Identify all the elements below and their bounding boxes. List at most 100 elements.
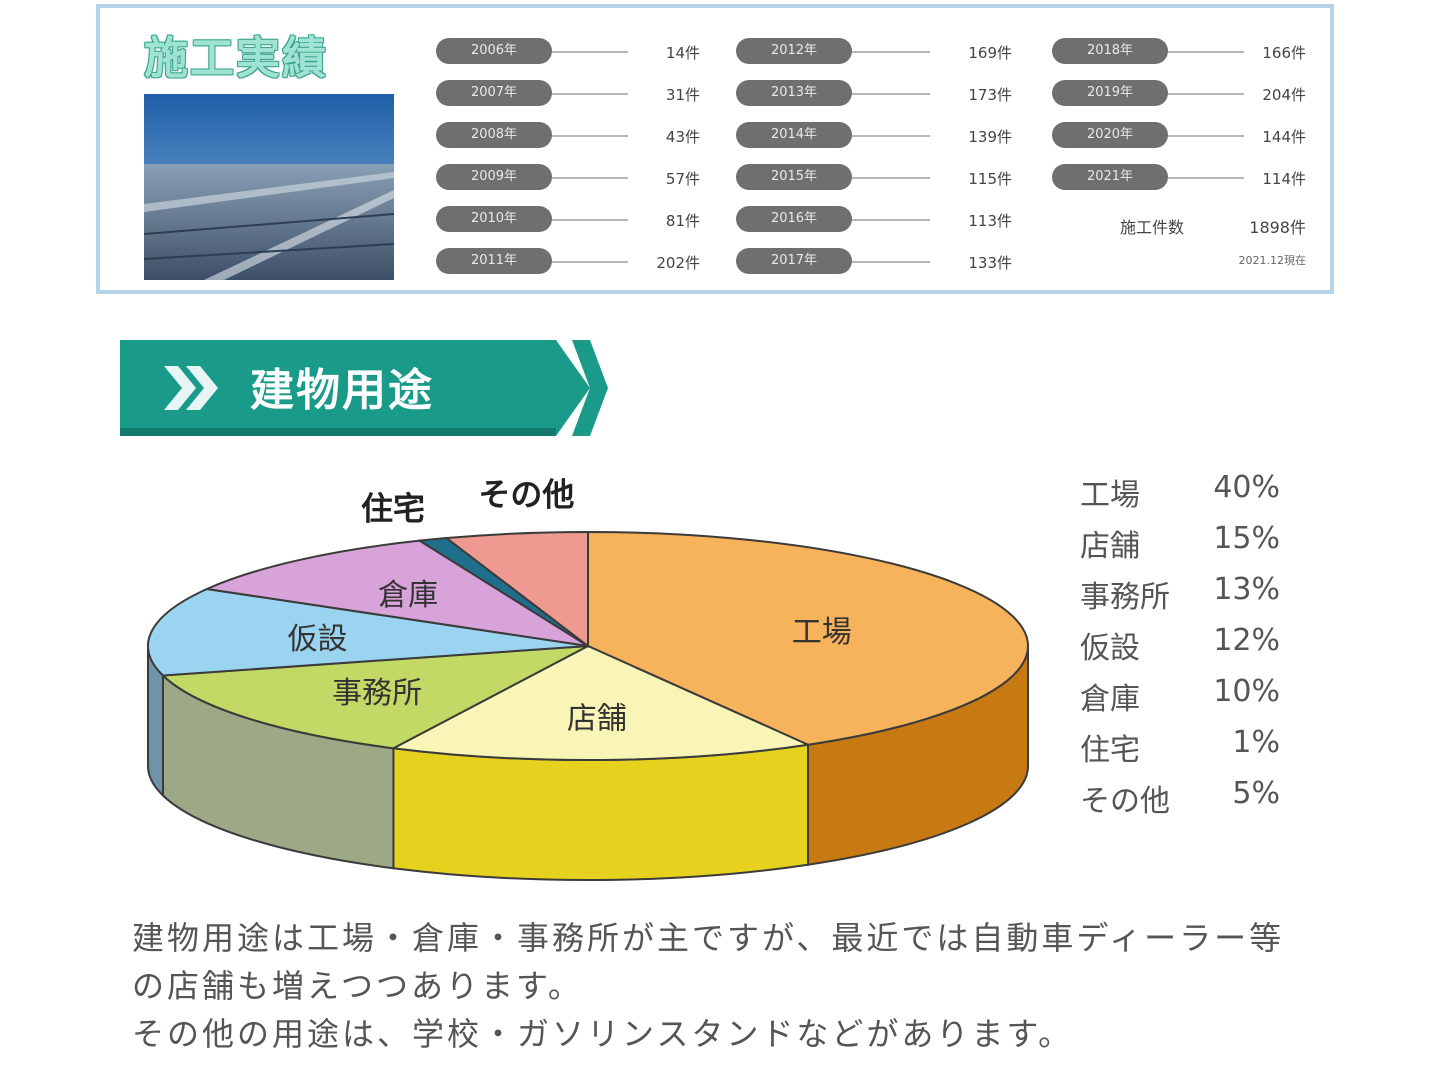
year-badge: 2016年: [736, 206, 852, 232]
pie-top: [147, 530, 1029, 761]
section-title: 建物用途: [250, 365, 434, 416]
pie-slice-label: 住宅: [361, 489, 425, 527]
year-record-row: 2014年 139件: [736, 122, 1012, 148]
legend-percent: 5%: [1232, 776, 1280, 811]
legend-percent: 15%: [1213, 521, 1280, 556]
year-record-row: 2015年 115件: [736, 164, 1012, 190]
pie-legend: 工場 40% 店舗 15% 事務所 13% 仮設 12% 倉庫 10% 住宅 1% その他 5%: [1080, 470, 1290, 827]
pie-slice-その他: [443, 530, 589, 649]
pie-slice-事務所: [160, 645, 589, 750]
year-connector-line: [852, 93, 930, 95]
year-connector-line: [852, 219, 930, 221]
year-badge: 2017年: [736, 248, 852, 274]
construction-record-panel: 施工実績 2006年 14件 2007年 31件 2008年 43件 2009年 57件 201…: [96, 4, 1334, 294]
description: 建物用途は工場・倉庫・事務所が主ですが、最近では自動車ディーラー等 の店舗も増え…: [132, 914, 1332, 1058]
section-header-banner: [120, 340, 608, 436]
pie-slice-label: 店舗: [567, 702, 627, 737]
year-connector-line: [552, 51, 628, 53]
year-record-row: 2021年 114件: [1052, 164, 1306, 190]
legend-entry: 事務所 13%: [1080, 572, 1290, 623]
year-record-row: 2010年 81件: [436, 206, 700, 232]
year-record-row: 2009年 57件: [436, 164, 700, 190]
legend-entry: 住宅 1%: [1080, 725, 1290, 776]
legend-label: 仮設: [1080, 631, 1140, 666]
year-record-row: 2007年 31件: [436, 80, 700, 106]
description-line: の店舗も増えつつあります。: [132, 967, 583, 1005]
year-count: 204件: [1262, 86, 1306, 104]
year-connector-line: [552, 177, 628, 179]
year-connector-line: [852, 135, 930, 137]
legend-percent: 1%: [1232, 725, 1280, 760]
year-count: 81件: [665, 212, 700, 230]
year-badge: 2006年: [436, 38, 552, 64]
year-record-row: 2013年 173件: [736, 80, 1012, 106]
year-record-row: 2019年 204件: [1052, 80, 1306, 106]
pie-slice-店舗: [390, 644, 812, 761]
pie-slice-仮設: [147, 587, 589, 677]
year-count: 166件: [1262, 44, 1306, 62]
legend-label: 住宅: [1080, 733, 1140, 768]
year-badge: 2010年: [436, 206, 552, 232]
year-record-row: 2018年 166件: [1052, 38, 1306, 64]
year-badge: 2019年: [1052, 80, 1168, 106]
pie-slice-倉庫: [203, 539, 589, 647]
legend-label: その他: [1080, 784, 1170, 819]
year-connector-line: [552, 93, 628, 95]
year-badge: 2018年: [1052, 38, 1168, 64]
year-badge: 2008年: [436, 122, 552, 148]
year-badge: 2015年: [736, 164, 852, 190]
pie-slice-label: 倉庫: [378, 578, 438, 613]
legend-percent: 12%: [1213, 623, 1280, 658]
legend-entry: 工場 40%: [1080, 470, 1290, 521]
year-badge: 2021年: [1052, 164, 1168, 190]
year-count: 144件: [1262, 128, 1306, 146]
pie-slice-label: 事務所: [332, 676, 422, 711]
year-count: 169件: [968, 44, 1012, 62]
year-count: 43件: [665, 128, 700, 146]
year-record-row: 2020年 144件: [1052, 122, 1306, 148]
legend-label: 倉庫: [1080, 682, 1140, 717]
legend-entry: その他 5%: [1080, 776, 1290, 827]
legend-entry: 倉庫 10%: [1080, 674, 1290, 725]
legend-label: 事務所: [1080, 580, 1170, 615]
legend-entry: 店舗 15%: [1080, 521, 1290, 572]
year-record-row: 2011年 202件: [436, 248, 700, 274]
pie-slice-工場: [587, 530, 1029, 746]
year-count: 57件: [665, 170, 700, 188]
year-badge: 2012年: [736, 38, 852, 64]
year-badge: 2013年: [736, 80, 852, 106]
year-badge: 2007年: [436, 80, 552, 106]
year-count: 133件: [968, 254, 1012, 272]
legend-percent: 13%: [1213, 572, 1280, 607]
as-of-date: 2021.12現在: [1238, 254, 1307, 267]
year-count: 202件: [656, 254, 700, 272]
pie-slice-label: その他: [478, 476, 574, 514]
year-connector-line: [852, 51, 930, 53]
year-count: 173件: [968, 86, 1012, 104]
description-line: その他の用途は、学校・ガソリンスタンドなどがあります。: [132, 1015, 1074, 1053]
pie-slice-label: 工場: [792, 615, 852, 650]
total-value: 1898件: [1249, 218, 1306, 237]
year-connector-line: [1168, 135, 1244, 137]
year-record-row: 2016年 113件: [736, 206, 1012, 232]
year-count: 113件: [968, 212, 1012, 230]
solar-panel-photo: [144, 94, 394, 280]
year-connector-line: [852, 261, 930, 263]
year-badge: 2014年: [736, 122, 852, 148]
year-record-row: 2012年 169件: [736, 38, 1012, 64]
description-line: 建物用途は工場・倉庫・事務所が主ですが、最近では自動車ディーラー等: [132, 919, 1285, 957]
year-connector-line: [552, 261, 628, 263]
year-record-row: 2017年 133件: [736, 248, 1012, 274]
year-connector-line: [1168, 177, 1244, 179]
year-connector-line: [552, 135, 628, 137]
legend-entry: 仮設 12%: [1080, 623, 1290, 674]
year-count: 139件: [968, 128, 1012, 146]
year-connector-line: [1168, 51, 1244, 53]
year-count: 31件: [665, 86, 700, 104]
year-count: 115件: [968, 170, 1012, 188]
pie-slice-label: 仮設: [288, 622, 348, 657]
year-connector-line: [1168, 93, 1244, 95]
year-record-row: 2006年 14件: [436, 38, 700, 64]
